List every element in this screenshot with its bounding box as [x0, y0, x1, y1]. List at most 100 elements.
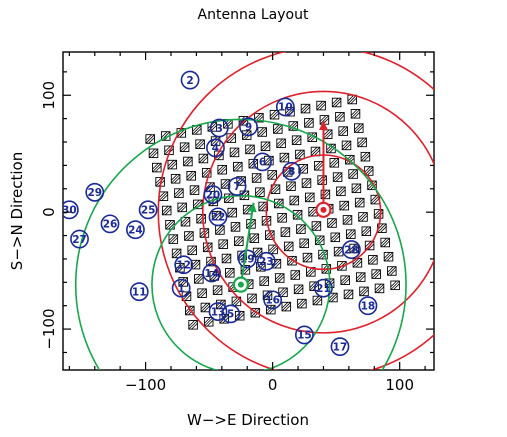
- grid-pad-hatch: [180, 205, 187, 212]
- grid-pad-box: [317, 175, 327, 185]
- antenna-label: 20: [206, 189, 221, 201]
- grid-pad-hatch: [221, 253, 229, 261]
- grid-pad-box: [305, 192, 315, 203]
- grid-pad-hatch: [168, 234, 176, 241]
- grid-pad-hatch: [315, 298, 322, 306]
- grid-pad-hatch: [336, 186, 346, 196]
- grid-pad: [273, 124, 283, 134]
- grid-pad-hatch: [333, 172, 343, 182]
- grid-pad-hatch: [171, 174, 181, 184]
- grid-pad-hatch: [348, 169, 358, 179]
- grid-pad-box: [245, 144, 255, 155]
- antenna-marker: 29: [85, 182, 105, 202]
- grid-pad: [312, 295, 323, 306]
- grid-pad-box: [364, 240, 375, 251]
- grid-pad-hatch: [191, 323, 198, 330]
- grid-pad-hatch: [295, 149, 302, 157]
- grid-pad: [225, 268, 235, 278]
- grid-pad: [180, 216, 191, 227]
- grid-pad-hatch: [355, 198, 362, 205]
- grid-pad-hatch: [356, 272, 363, 279]
- grid-pad-box: [300, 103, 311, 114]
- antenna-label: 10: [278, 102, 293, 114]
- antenna-label: 19: [240, 254, 255, 266]
- grid-pad: [373, 209, 384, 219]
- grid-pad: [330, 232, 341, 243]
- grid-pad-hatch: [296, 287, 304, 294]
- grid-pad-hatch: [362, 289, 369, 296]
- grid-pad-box: [360, 151, 371, 162]
- grid-pad-hatch: [148, 148, 156, 156]
- grid-pad-hatch: [180, 217, 191, 227]
- grid-pad-hatch: [330, 221, 337, 228]
- grid-pad-hatch: [284, 241, 291, 249]
- grid-pad-hatch: [357, 126, 364, 133]
- grid-pad-hatch: [178, 265, 185, 273]
- grid-pad-box: [358, 212, 368, 222]
- grid-pad-hatch: [180, 142, 187, 149]
- antenna-label: 15: [297, 330, 312, 342]
- grid-pad: [290, 270, 301, 280]
- grid-pad-hatch: [316, 101, 326, 111]
- antenna-label: 12: [176, 260, 191, 272]
- grid-pad-hatch: [267, 170, 274, 177]
- grid-pad-hatch: [307, 121, 314, 128]
- grid-pad: [277, 213, 287, 223]
- grid-pad-hatch: [319, 115, 327, 122]
- grid-pad-box: [217, 164, 227, 175]
- grid-pad-hatch: [257, 127, 264, 134]
- grid-pad-box: [168, 234, 179, 244]
- grid-pad: [329, 158, 340, 168]
- grid-pad-box: [387, 266, 397, 276]
- grid-pad-box: [304, 118, 314, 128]
- grid-pad: [380, 237, 390, 248]
- grid-pad-hatch: [370, 195, 378, 202]
- grid-pad-hatch: [209, 271, 219, 281]
- grid-pad-hatch: [170, 162, 177, 170]
- axes-layer: −100 0 100 −100 0 100: [40, 52, 434, 394]
- grid-pad-box: [279, 152, 290, 163]
- grid-pad-hatch: [179, 131, 186, 138]
- grid-pad-hatch: [189, 174, 196, 181]
- grid-pad-hatch: [327, 218, 337, 228]
- grid-pad-hatch: [202, 168, 209, 175]
- grid-pad-box: [184, 231, 194, 241]
- grid-pad-hatch: [339, 201, 346, 208]
- grid-pad-box: [203, 317, 214, 327]
- grid-pad: [359, 286, 369, 297]
- grid-pad: [221, 253, 232, 264]
- antenna-label: 22: [211, 212, 226, 224]
- grid-pad-hatch: [249, 233, 259, 243]
- antenna-marker: 9: [239, 117, 258, 137]
- grid-pad-hatch: [268, 244, 275, 252]
- antenna-ring: [129, 282, 149, 302]
- grid-pad-hatch: [360, 152, 370, 162]
- grid-pad-hatch: [281, 302, 289, 309]
- grid-pad-box: [209, 271, 220, 281]
- plot-frame: [62, 51, 435, 371]
- grid-pad-hatch: [250, 296, 257, 303]
- grid-pad-hatch: [155, 177, 165, 187]
- grid-pad: [194, 274, 204, 284]
- grid-pad-box: [216, 299, 226, 310]
- grid-pad-hatch: [329, 158, 337, 165]
- antenna-label: 25: [141, 205, 156, 217]
- grid-pad-box: [185, 305, 195, 316]
- grid-pad: [291, 135, 302, 145]
- antenna-label: 27: [72, 234, 87, 246]
- grid-pad: [371, 269, 381, 279]
- grid-pad: [383, 251, 394, 262]
- grid-pad-hatch: [339, 189, 346, 196]
- grid-pad-hatch: [282, 155, 289, 163]
- grid-pad-hatch: [177, 202, 187, 212]
- grid-pad-hatch: [303, 106, 311, 114]
- grid-pad-hatch: [374, 209, 381, 216]
- grid-pad-box: [354, 197, 365, 208]
- grid-pad-box: [371, 269, 381, 279]
- grid-pad-box: [255, 187, 265, 197]
- grid-pad-box: [197, 288, 207, 298]
- grid-pad: [314, 161, 324, 171]
- grid-pad-hatch: [374, 209, 384, 219]
- green-center-marker-dot: [237, 281, 244, 288]
- grid-pad-hatch: [164, 145, 171, 153]
